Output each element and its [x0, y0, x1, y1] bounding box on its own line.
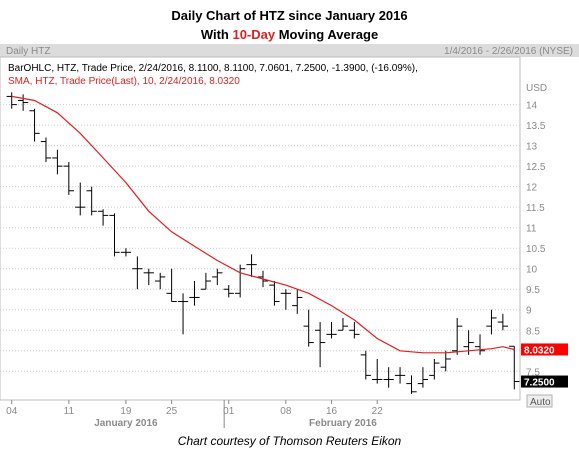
ohlc-bar: [326, 322, 337, 339]
date-range-label: 1/4/2016 - 2/26/2016 (NYSE): [444, 46, 573, 57]
ohlc-bar: [360, 350, 371, 380]
subtitle-prefix: With: [200, 27, 233, 42]
chart-title: Daily Chart of HTZ since January 2016: [171, 8, 408, 23]
y-tick-label: 11: [526, 224, 537, 235]
y-tick-label: 9.5: [526, 285, 540, 296]
ohlc-bar: [86, 186, 97, 216]
sma-line: [11, 95, 515, 354]
y-tick-label: 14: [526, 101, 538, 112]
price-last-tag: [521, 375, 568, 388]
y-tick-label: 12.5: [526, 162, 546, 173]
chart-container: Daily HTZ 1/4/2016 - 2/26/2016 (NYSE) 14 13…: [0, 44, 579, 429]
ohlc-bar: [97, 209, 109, 226]
y-tick-label: 8.5: [526, 326, 540, 337]
ohlc-bar: [200, 272, 212, 290]
ohlc-bar: [29, 108, 40, 142]
x-tick-label: 01: [223, 406, 235, 417]
ohlc-bar: [303, 309, 314, 347]
price-last-label: 7.2500: [524, 378, 555, 389]
y-tick-label: 10: [526, 265, 538, 276]
y-tick-label: 12: [526, 183, 538, 194]
x-tick-label: 16: [326, 406, 338, 417]
ohlc-bar: [177, 293, 189, 335]
ohlc-bar: [486, 309, 497, 335]
panel-header: [0, 44, 579, 57]
ohlc-bar: [40, 137, 52, 163]
ohlc-bar: [280, 289, 291, 310]
auto-button[interactable]: Auto: [526, 394, 553, 408]
ohlc-bar: [394, 367, 406, 384]
legend-ohlc: BarOHLC, HTZ, Trade Price, 2/24/2016, 8.…: [8, 63, 418, 74]
ohlc-bar: [372, 358, 383, 384]
auto-button-label: Auto: [530, 397, 551, 408]
x-tick-label: 25: [166, 406, 178, 417]
x-tick-label: 04: [6, 406, 18, 417]
x-tick-label: 11: [64, 406, 75, 417]
chart-footer: Chart courtesy of Thomson Reuters Eikon: [177, 434, 402, 448]
sma-last-label: 8.0320: [524, 345, 555, 356]
ohlc-bar: [440, 350, 451, 372]
month-label: January 2016: [94, 418, 158, 429]
ohlc-bar: [452, 317, 463, 355]
auto-button-box: [526, 394, 553, 408]
y-tick-label: 11.5: [526, 203, 545, 214]
ohlc-bar: [6, 92, 17, 109]
ohlc-bar: [509, 345, 520, 390]
ohlc-chart: Daily HTZ 1/4/2016 - 2/26/2016 (NYSE) 14 13…: [0, 44, 579, 429]
subtitle-suffix: Moving Average: [275, 27, 379, 42]
sma-last-tag: [521, 343, 568, 356]
plot-area: [0, 56, 521, 401]
x-tick-label: 19: [120, 406, 132, 417]
ohlc-bar: [155, 272, 166, 290]
ohlc-bar: [235, 264, 246, 298]
ohlc-bar: [417, 367, 429, 388]
y-tick-label: 13: [526, 142, 538, 153]
ohlc-bar: [314, 322, 326, 368]
ohlc-bar: [143, 268, 154, 286]
ohlc-bar: [246, 254, 257, 277]
ohlc-bar: [109, 213, 120, 257]
x-tick-label: 22: [372, 406, 384, 417]
legend-sma: SMA, HTZ, Trade Price(Last), 10, 2/24/20…: [8, 76, 240, 87]
ohlc-bar: [383, 367, 394, 388]
ohlc-bar: [75, 182, 86, 216]
ohlc-bar: [17, 94, 29, 111]
ohlc-bar: [269, 281, 280, 306]
ohlc-bar: [406, 375, 417, 394]
y-tick-label: 9: [526, 306, 532, 317]
y-tick-label: 13.5: [526, 121, 546, 132]
ohlc-bar: [189, 281, 200, 306]
ohlc-bar: [349, 322, 360, 339]
ohlc-bar: [52, 149, 63, 175]
ohlc-bar: [429, 358, 440, 380]
y-axis-currency: USD: [526, 83, 547, 94]
y-tick-label: 7.5: [526, 367, 540, 378]
ohlc-bar: [166, 268, 177, 303]
ohlc-bar: [120, 248, 132, 257]
ohlc-bar: [337, 317, 349, 331]
ohlc-bar: [474, 334, 486, 355]
month-label: February 2016: [309, 418, 377, 429]
ohlc-bar: [132, 256, 143, 290]
subtitle-accent: 10-Day: [232, 27, 276, 42]
x-tick-label: 08: [280, 406, 292, 417]
chart-subtitle: With 10-Day Moving Average: [0, 27, 579, 42]
ohlc-bar: [223, 285, 234, 298]
panel-title: Daily HTZ: [6, 46, 50, 57]
y-tick-label: 10.5: [526, 244, 546, 255]
ohlc-bar: [497, 313, 509, 331]
ohlc-bar: [212, 268, 223, 286]
ohlc-bar: [63, 162, 74, 195]
ohlc-bar: [292, 289, 303, 314]
